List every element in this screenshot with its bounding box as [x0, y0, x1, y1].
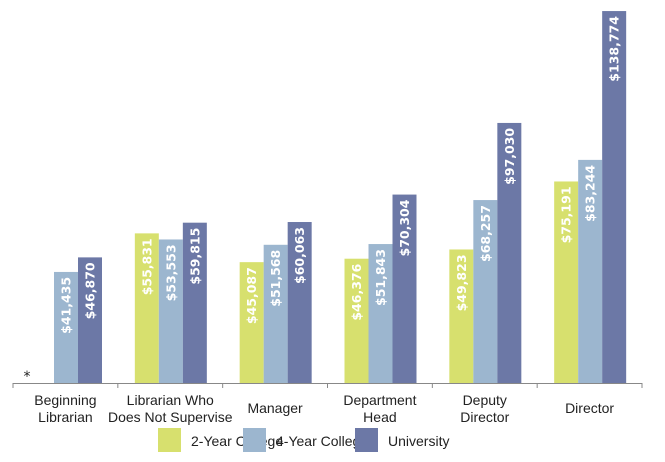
- value-label: $138,774: [607, 16, 622, 82]
- value-label: $41,435: [59, 277, 74, 334]
- legend-swatch: [243, 428, 266, 452]
- bar: [239, 262, 264, 383]
- category-label: Manager: [247, 400, 303, 416]
- value-label: $83,244: [583, 165, 598, 222]
- bar: [78, 257, 102, 383]
- bar: [602, 11, 627, 383]
- category-label: Director: [565, 400, 614, 416]
- bar: [473, 200, 498, 383]
- category-label: Beginning Librarian: [34, 392, 96, 425]
- value-label: $46,376: [349, 263, 364, 320]
- category-label: Deputy Director: [460, 392, 509, 425]
- bar: [392, 194, 417, 383]
- bar: [134, 233, 159, 383]
- value-label: $75,191: [559, 186, 574, 243]
- bar: [54, 271, 78, 383]
- bar: [554, 181, 579, 383]
- value-label: $45,087: [244, 267, 259, 324]
- legend-swatch: [158, 428, 181, 452]
- legend-swatch: [355, 428, 378, 452]
- bar: [344, 258, 369, 383]
- value-label: $53,553: [163, 244, 178, 301]
- value-label: $51,843: [373, 249, 388, 306]
- missing-marker: *: [24, 369, 31, 385]
- value-label: $49,823: [454, 254, 469, 311]
- bar: [263, 244, 288, 383]
- value-label: $60,063: [292, 227, 307, 284]
- bar: [578, 159, 603, 383]
- value-label: $51,568: [268, 250, 283, 307]
- legend-label: 4-Year College: [276, 433, 368, 449]
- value-label: $70,304: [397, 199, 412, 256]
- value-label: $97,030: [502, 128, 517, 185]
- bar: [287, 222, 312, 383]
- category-label: Librarian Who Does Not Supervise: [108, 392, 233, 425]
- value-label: $59,815: [187, 228, 202, 285]
- value-label: $68,257: [478, 205, 493, 262]
- value-label: $55,831: [139, 238, 154, 295]
- value-label: $46,870: [83, 262, 98, 319]
- legend-label: University: [388, 433, 449, 449]
- category-label: Department Head: [343, 392, 416, 425]
- bar: [497, 122, 522, 384]
- bar: [449, 249, 474, 383]
- bar: [368, 244, 393, 383]
- legend-label: 2-Year College: [191, 433, 283, 449]
- bar: [182, 222, 207, 383]
- bar: [158, 239, 183, 383]
